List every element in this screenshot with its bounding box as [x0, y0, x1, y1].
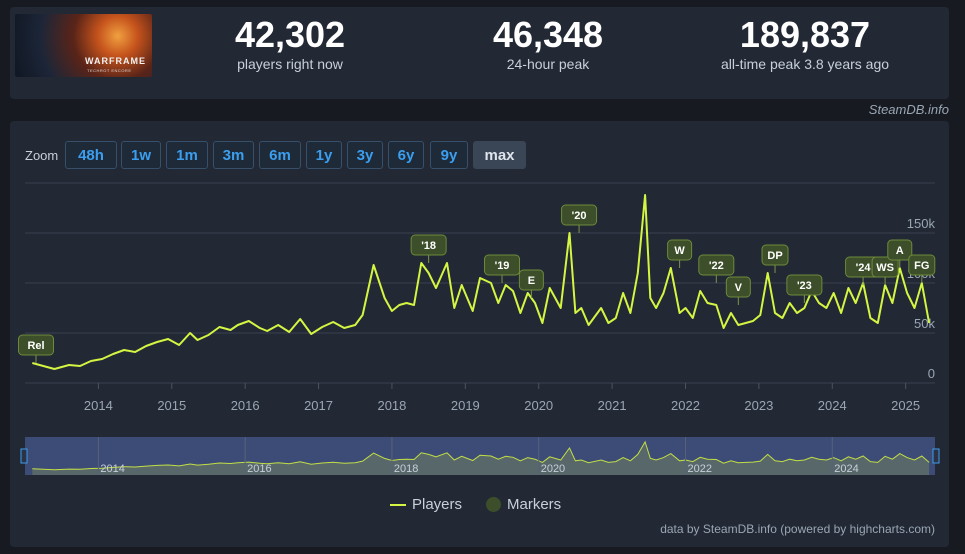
navigator-tick-label: 2024 [834, 463, 858, 475]
logo-title: WARFRAME [85, 56, 146, 66]
logo-subtitle: TECHROT ENCORE [87, 68, 132, 73]
marker-flag[interactable] [761, 244, 789, 266]
zoom-button-9y[interactable]: 9y [430, 141, 468, 169]
marker-flag[interactable] [518, 269, 544, 291]
zoom-button-1w[interactable]: 1w [121, 141, 161, 169]
navigator-series-area [32, 441, 930, 475]
legend-label: Markers [507, 496, 562, 513]
stat-label: 24-hour peak [506, 56, 590, 72]
stat-label: all-time peak 3.8 years ago [720, 56, 890, 72]
marker-label: A [896, 245, 904, 257]
zoom-button-max[interactable]: max [473, 141, 526, 169]
marker-flag[interactable] [698, 254, 735, 276]
marker-flag[interactable] [18, 334, 55, 356]
marker-flag[interactable] [871, 256, 899, 278]
x-tick-label: 2017 [304, 398, 333, 413]
x-tick-label: 2025 [891, 398, 920, 413]
zoom-button-48h[interactable]: 48h [65, 141, 117, 169]
stat-value: 42,302 [234, 14, 346, 55]
zoom-button-6y[interactable]: 6y [388, 141, 424, 169]
x-tick-label: 2014 [84, 398, 113, 413]
y-tick-label: 0 [928, 366, 935, 381]
zoom-button-6m[interactable]: 6m [259, 141, 301, 169]
marker-label: DP [767, 250, 782, 262]
x-tick-label: 2020 [524, 398, 553, 413]
navigator-right-handle[interactable] [932, 448, 940, 464]
marker-label: '19 [495, 260, 510, 272]
x-tick-label: 2023 [744, 398, 773, 413]
stat-value: 189,837 [739, 14, 871, 55]
steamdb-credit-link[interactable]: SteamDB.info [868, 102, 949, 117]
marker-label: V [735, 282, 743, 294]
navigator-tick-label: 2014 [100, 463, 124, 475]
navigator-left-handle[interactable] [20, 448, 28, 464]
zoom-button-1y[interactable]: 1y [306, 141, 342, 169]
x-tick-label: 2022 [671, 398, 700, 413]
y-tick-label: 50k [914, 316, 935, 331]
legend-line-icon [390, 503, 406, 506]
marker-flag[interactable] [484, 254, 521, 276]
x-tick-label: 2024 [818, 398, 847, 413]
marker-flag[interactable] [410, 234, 447, 256]
marker-flag[interactable] [887, 239, 913, 261]
zoom-label: Zoom [25, 148, 59, 163]
marker-label: '23 [797, 280, 812, 292]
zoom-button-3y[interactable]: 3y [347, 141, 383, 169]
zoom-button-3m[interactable]: 3m [213, 141, 254, 169]
marker-label: '18 [421, 240, 436, 252]
x-tick-label: 2021 [598, 398, 627, 413]
zoom-button-1m[interactable]: 1m [166, 141, 208, 169]
navigator-tick-label: 2018 [394, 463, 418, 475]
marker-flag[interactable] [908, 254, 936, 276]
legend-players[interactable]: Players [390, 496, 462, 513]
stat-24h-peak: 46,348 24-hour peak [463, 14, 633, 73]
marker-label: Rel [27, 340, 44, 352]
stat-label: players right now [237, 56, 343, 72]
navigator-tick-label: 2016 [247, 463, 271, 475]
y-tick-label: 150k [907, 216, 936, 231]
x-tick-label: 2018 [377, 398, 406, 413]
marker-label: '20 [572, 210, 587, 222]
stat-value: 46,348 [492, 14, 604, 55]
legend-label: Players [412, 496, 463, 513]
marker-flag[interactable] [725, 276, 751, 298]
marker-label: W [674, 245, 685, 257]
marker-label: E [528, 275, 535, 287]
navigator-tick-label: 2022 [687, 463, 711, 475]
x-tick-label: 2016 [231, 398, 260, 413]
stat-current-players: 42,302 players right now [205, 14, 375, 73]
players-series-line[interactable] [32, 194, 931, 370]
footer-credit[interactable]: data by SteamDB.info (powered by highcha… [660, 522, 935, 536]
marker-label: WS [876, 262, 894, 274]
marker-flag[interactable] [786, 274, 823, 296]
x-tick-label: 2015 [157, 398, 186, 413]
marker-label: '22 [709, 260, 724, 272]
marker-flag[interactable] [561, 204, 598, 226]
x-tick-label: 2019 [451, 398, 480, 413]
legend-markers[interactable]: Markers [486, 496, 561, 513]
marker-label: FG [914, 260, 929, 272]
chart-panel [10, 121, 949, 547]
game-logo[interactable]: WARFRAME TECHROT ENCORE [15, 14, 152, 77]
marker-flag[interactable] [667, 239, 693, 261]
navigator-tick-label: 2020 [541, 463, 565, 475]
header-panel [10, 7, 949, 99]
legend-marker-icon [486, 497, 501, 512]
stat-all-time-peak: 189,837 all-time peak 3.8 years ago [700, 14, 910, 73]
marker-label: '24 [856, 262, 872, 274]
